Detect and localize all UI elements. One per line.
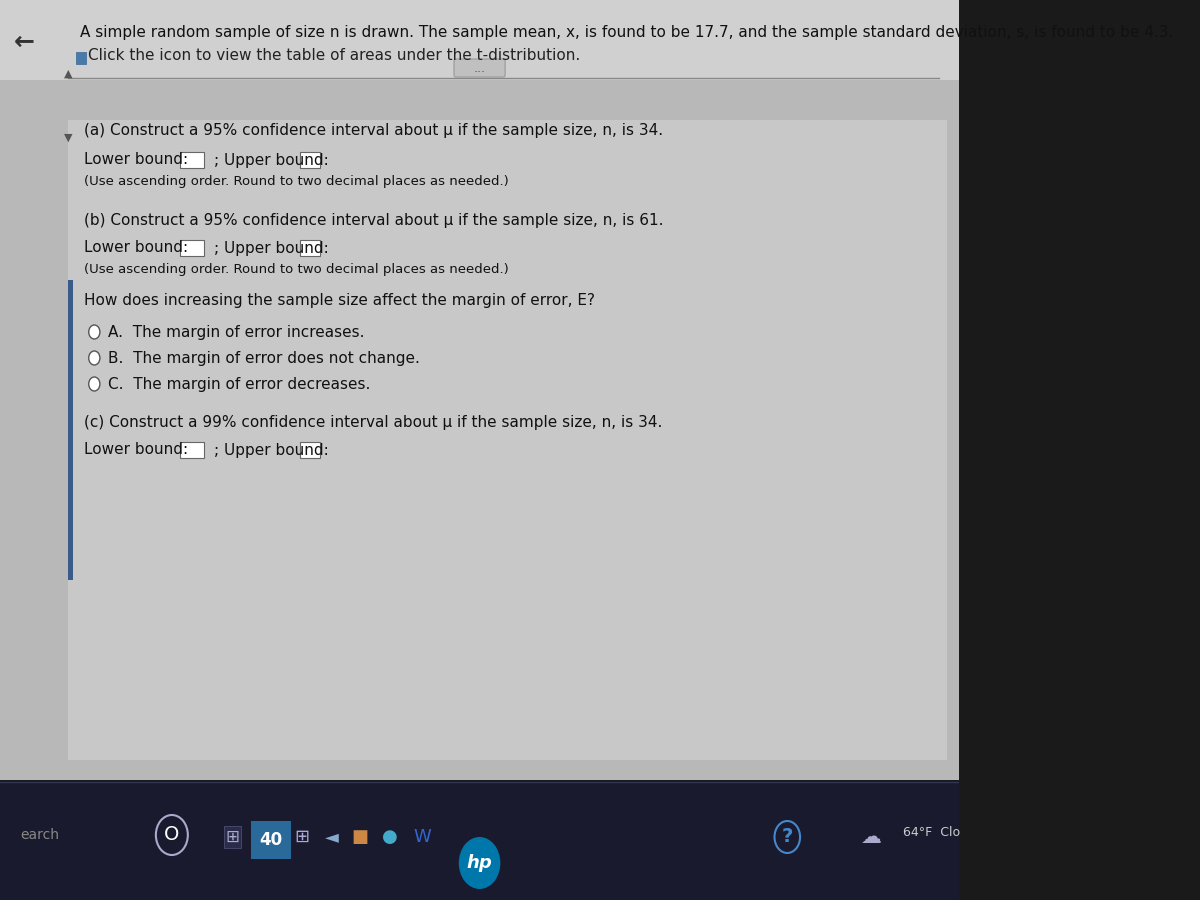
Text: ; Upper bound:: ; Upper bound: (215, 443, 329, 457)
Text: hp: hp (467, 854, 492, 872)
Text: 40: 40 (259, 831, 282, 849)
FancyBboxPatch shape (0, 0, 959, 780)
Text: ⊞: ⊞ (226, 828, 240, 846)
FancyBboxPatch shape (223, 826, 241, 848)
FancyBboxPatch shape (300, 152, 319, 168)
Text: (c) Construct a 99% confidence interval about μ if the sample size, n, is 34.: (c) Construct a 99% confidence interval … (84, 415, 662, 429)
Text: ?: ? (781, 827, 793, 847)
FancyBboxPatch shape (300, 240, 319, 256)
Text: W: W (413, 828, 431, 846)
Circle shape (89, 325, 100, 339)
Text: (b) Construct a 95% confidence interval about μ if the sample size, n, is 61.: (b) Construct a 95% confidence interval … (84, 212, 664, 228)
Text: ▼: ▼ (64, 133, 72, 143)
Text: ...: ... (474, 61, 486, 75)
FancyBboxPatch shape (180, 240, 204, 256)
Text: ; Upper bound:: ; Upper bound: (215, 240, 329, 256)
Text: ●: ● (382, 828, 398, 846)
FancyBboxPatch shape (68, 120, 947, 760)
Text: Click the icon to view the table of areas under the t-distribution.: Click the icon to view the table of area… (88, 48, 580, 62)
Text: ☁: ☁ (860, 827, 882, 847)
FancyBboxPatch shape (454, 59, 505, 77)
Text: Lower bound:: Lower bound: (84, 152, 193, 167)
Text: 64°F  Clo: 64°F Clo (904, 826, 960, 840)
Text: (Use ascending order. Round to two decimal places as needed.): (Use ascending order. Round to two decim… (84, 176, 509, 188)
Text: How does increasing the sample size affect the margin of error, E?: How does increasing the sample size affe… (84, 292, 595, 308)
Text: C.  The margin of error decreases.: C. The margin of error decreases. (108, 376, 371, 392)
FancyBboxPatch shape (300, 442, 319, 458)
FancyBboxPatch shape (0, 0, 959, 80)
FancyBboxPatch shape (68, 280, 73, 580)
Text: earch: earch (20, 828, 59, 842)
Text: Lower bound:: Lower bound: (84, 240, 193, 256)
Circle shape (458, 837, 500, 889)
FancyBboxPatch shape (180, 152, 204, 168)
Text: A simple random sample of size n is drawn. The sample mean, x, is found to be 17: A simple random sample of size n is draw… (80, 24, 1174, 40)
FancyBboxPatch shape (77, 51, 86, 64)
Text: ◄: ◄ (325, 828, 338, 846)
Text: A.  The margin of error increases.: A. The margin of error increases. (108, 325, 365, 339)
Text: ■: ■ (352, 828, 368, 846)
Circle shape (89, 377, 100, 391)
Text: (a) Construct a 95% confidence interval about μ if the sample size, n, is 34.: (a) Construct a 95% confidence interval … (84, 122, 664, 138)
Text: ⊞: ⊞ (294, 828, 310, 846)
Circle shape (89, 351, 100, 365)
Text: ←: ← (13, 30, 35, 54)
FancyBboxPatch shape (0, 782, 959, 900)
Text: B.  The margin of error does not change.: B. The margin of error does not change. (108, 350, 420, 365)
FancyBboxPatch shape (180, 442, 204, 458)
Text: ▲: ▲ (64, 69, 72, 79)
FancyBboxPatch shape (251, 821, 290, 859)
Text: (Use ascending order. Round to two decimal places as needed.): (Use ascending order. Round to two decim… (84, 264, 509, 276)
Text: ; Upper bound:: ; Upper bound: (215, 152, 329, 167)
Text: O: O (164, 825, 180, 844)
Text: Lower bound:: Lower bound: (84, 443, 193, 457)
